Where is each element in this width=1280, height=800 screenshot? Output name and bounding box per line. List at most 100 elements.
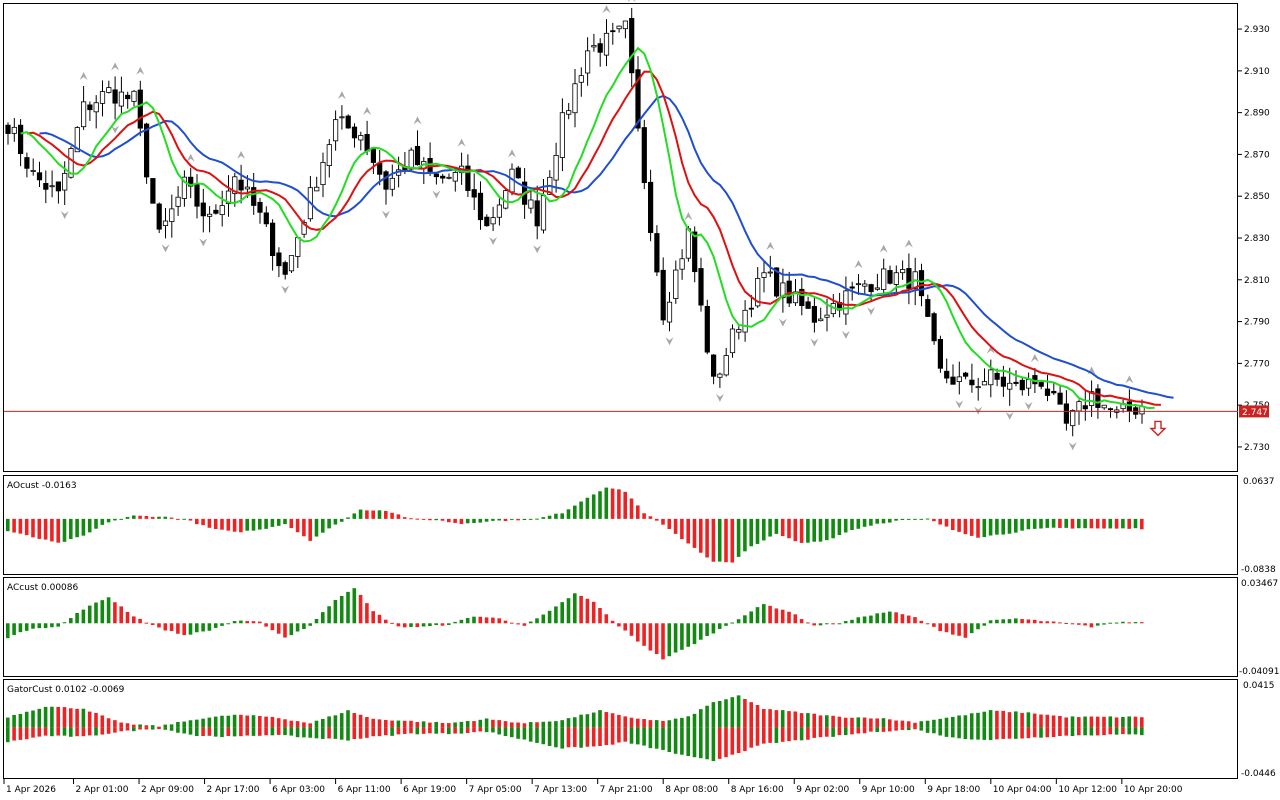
gator-upper-bar [743, 699, 747, 728]
ac-bar [295, 623, 300, 632]
gator-upper-bar [818, 715, 823, 728]
time-tick-label: 6 Apr 03:00 [272, 785, 325, 795]
ao-bar [1127, 518, 1131, 529]
ac-bar [1058, 622, 1062, 624]
ac-bar [642, 623, 646, 646]
ao-bar [302, 518, 306, 537]
ao-bar [18, 518, 23, 534]
ao-bar [1121, 518, 1125, 529]
ac-bar [232, 621, 237, 624]
ac-bar [837, 623, 842, 625]
ao-bar [894, 518, 898, 521]
gator-lower-bar [648, 727, 653, 749]
gator-lower-bar [327, 727, 331, 739]
candle-body [269, 222, 276, 256]
ao-bar [226, 518, 231, 531]
fractal-up-icon [766, 241, 775, 250]
gator-upper-bar [1039, 714, 1043, 728]
gator-upper-bar [201, 718, 205, 728]
gator-lower-bar [667, 727, 672, 753]
gator-lower-bar [43, 727, 48, 736]
gator-lower-bar [1020, 727, 1024, 739]
ao-bar [699, 518, 703, 553]
fractal-down-icon [1024, 401, 1033, 410]
gator-upper-bar [484, 718, 489, 728]
fractal-down-icon [810, 338, 819, 347]
gator-upper-bar [69, 708, 73, 728]
candle-body [673, 269, 679, 299]
gator-lower-bar [736, 727, 741, 754]
candle-body [937, 339, 944, 369]
candle-body [452, 172, 458, 182]
ac-bar [1070, 623, 1075, 625]
candle-body [811, 306, 818, 323]
gator-lower-bar [434, 727, 438, 734]
candle-body [805, 301, 811, 309]
ao-bar [585, 497, 590, 519]
ac-pane[interactable] [3, 577, 1238, 677]
ao-bar [1026, 518, 1031, 530]
ao-bottom-label: -0.0838 [1241, 565, 1276, 575]
gator-lower-bar [724, 727, 728, 758]
ac-bar [125, 611, 130, 624]
ao-bar [932, 518, 936, 522]
gator-lower-bar [157, 727, 161, 730]
candle-body [887, 270, 893, 284]
gator-lower-bar [793, 727, 798, 741]
candle-body [774, 267, 780, 297]
ac-bar [1045, 621, 1050, 624]
gator-upper-bar [478, 719, 483, 728]
ac-bar [94, 602, 98, 624]
ao-bar [963, 518, 968, 535]
price-tick-label: 2.730 [1244, 443, 1270, 453]
candle-body [641, 127, 647, 184]
ac-bar [251, 621, 256, 624]
ao-bar [295, 518, 300, 533]
candle-body [654, 233, 660, 273]
gator-lower-bar [62, 727, 67, 736]
ao-bar [283, 518, 287, 525]
gator-upper-bar [377, 719, 382, 728]
ao-bar [730, 518, 735, 563]
gator-lower-bar [1095, 727, 1100, 736]
gator-upper-bar [629, 717, 634, 728]
fractal-down-icon [665, 337, 674, 346]
candle-body [1019, 379, 1025, 391]
gator-lower-bar [295, 727, 300, 738]
ao-bar [365, 510, 369, 519]
ac-bar [850, 619, 854, 624]
gator-lower-bar [100, 727, 105, 735]
ao-bar [535, 518, 539, 520]
gator-upper-bar [925, 720, 930, 728]
ao-bar [333, 518, 338, 525]
gator-lower-bar [598, 727, 602, 747]
ao-bar [648, 516, 653, 519]
ao-bar [1045, 518, 1050, 528]
ac-bar [1089, 623, 1094, 628]
gator-upper-bar [780, 710, 785, 728]
candle-body [244, 186, 250, 190]
ac-bar [491, 617, 495, 624]
main-pane[interactable] [3, 3, 1238, 472]
ac-bar [610, 620, 615, 624]
candle-body [87, 104, 93, 111]
ao-bar [125, 516, 130, 519]
gator-lower-bar [1064, 727, 1068, 736]
ac-bar [358, 594, 363, 624]
current-price-tag [1239, 405, 1269, 418]
candle-body [918, 270, 925, 297]
gator-upper-bar [831, 715, 835, 728]
ao-bar [264, 518, 268, 529]
ao-bar [251, 518, 256, 531]
gator-lower-bar [862, 727, 867, 734]
gator-upper-bar [226, 715, 231, 728]
gator-upper-bar [289, 720, 294, 728]
ao-bar [182, 518, 186, 520]
ao-bar [554, 513, 558, 519]
ao-bar [402, 517, 407, 519]
fractal-down-icon [841, 330, 850, 339]
candle-body [370, 147, 377, 163]
candle-body [1063, 403, 1069, 424]
gator-lower-bar [163, 727, 168, 730]
gator-upper-bar [894, 720, 898, 728]
